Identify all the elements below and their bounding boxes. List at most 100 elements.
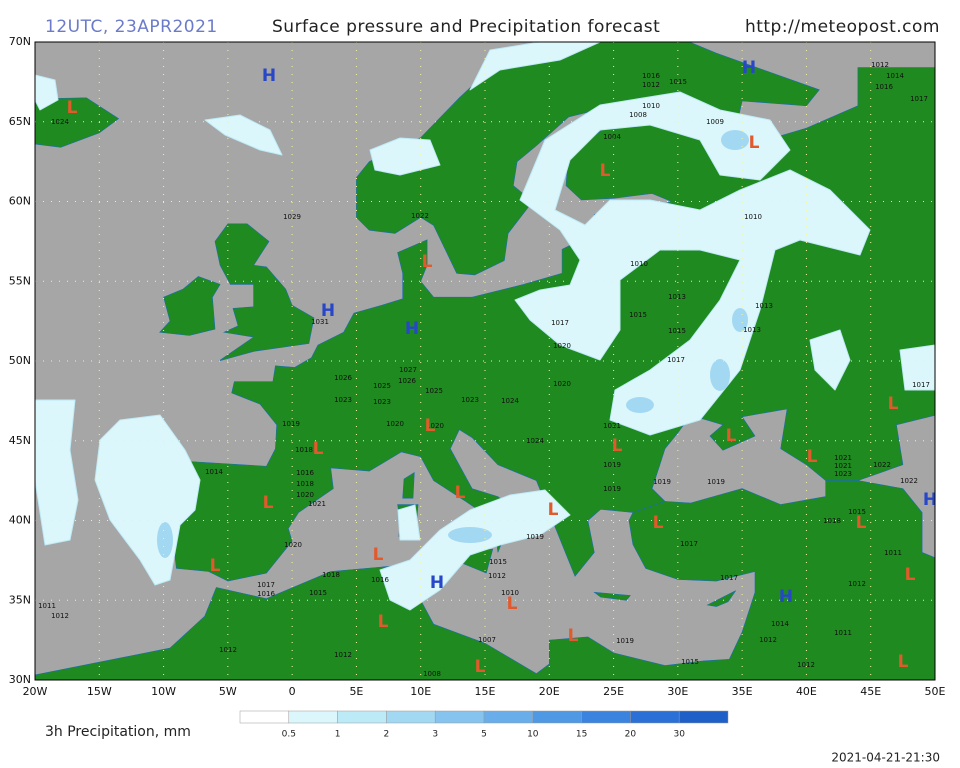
isobar-label: 1023: [334, 396, 352, 404]
pressure-center: L: [653, 513, 664, 533]
isobar-label: 1017: [720, 574, 738, 582]
pressure-center: L: [210, 556, 221, 576]
colorbar-label: 3: [432, 730, 438, 740]
isobar-label: 1016: [371, 576, 389, 584]
lat-label: 65N: [9, 115, 31, 128]
isobar-label: 1016: [257, 590, 275, 598]
isobar-label: 1012: [219, 646, 237, 654]
precip-core: [710, 359, 730, 391]
isobar-label: 1022: [900, 477, 918, 485]
precip-area: [369, 137, 441, 176]
lat-label: 30N: [9, 673, 31, 686]
precip-core: [448, 527, 492, 543]
land-corsica: [402, 472, 415, 499]
colorbar-label: 10: [527, 730, 539, 740]
pressure-center: H: [779, 587, 793, 607]
legend-title: 3h Precipitation, mm: [45, 724, 191, 740]
isobar-label: 1020: [386, 420, 404, 428]
colorbar-label: 30: [673, 730, 685, 740]
isobar-label: 1012: [797, 661, 815, 669]
colorbar-swatch: [288, 710, 338, 724]
colorbar-label: 1: [335, 730, 341, 740]
colorbar-swatch: [434, 710, 485, 724]
map-frame: [34, 41, 936, 681]
isobar-label: 1020: [553, 380, 571, 388]
colorbar-label: 15: [576, 730, 587, 740]
isobar-label: 1017: [257, 581, 275, 589]
pressure-center: L: [263, 493, 274, 513]
lon-label: 30E: [667, 685, 688, 698]
precip-core: [732, 308, 748, 332]
isobar-label: 1019: [603, 461, 621, 469]
pressure-center: L: [455, 483, 466, 503]
isobar-label: 1017: [912, 381, 930, 389]
isobar-label: 1021: [603, 422, 621, 430]
isobar-label: 1022: [873, 461, 891, 469]
pressure-center: H: [923, 490, 937, 510]
land-crete: [593, 591, 631, 601]
isobar-label: 1018: [296, 480, 314, 488]
isobar-label: 1014: [886, 72, 904, 80]
isobar-label: 1015: [668, 327, 686, 335]
isobar-label: 1012: [848, 580, 866, 588]
isobar-label: 1026: [398, 377, 416, 385]
isobar-label: 1010: [744, 213, 762, 221]
lat-label: 60N: [9, 195, 31, 208]
lon-label: 50E: [925, 685, 946, 698]
lon-label: 15E: [475, 685, 496, 698]
isobar-label: 1017: [680, 540, 698, 548]
pressure-center: L: [313, 439, 324, 459]
lat-label: 50N: [9, 354, 31, 367]
isobar-label: 1019: [653, 478, 671, 486]
isobar-label: 1025: [373, 382, 391, 390]
isobar-label: 1013: [668, 293, 686, 301]
forecast-time: 12UTC, 23APR2021: [45, 17, 218, 37]
isobar-label: 1015: [669, 78, 687, 86]
colorbar-swatch: [532, 710, 582, 724]
isobar-label: 1010: [501, 589, 519, 597]
isobar-label: 1020: [426, 422, 444, 430]
pressure-center: L: [507, 594, 518, 614]
isobar-label: 1015: [309, 589, 327, 597]
pressure-center: L: [422, 252, 433, 272]
lon-label: 40E: [796, 685, 817, 698]
lat-label: 35N: [9, 593, 31, 606]
isobar-label: 1019: [603, 485, 621, 493]
isobar-label: 1012: [51, 612, 69, 620]
isobar-label: 1010: [630, 260, 648, 268]
isobar-label: 1017: [910, 95, 928, 103]
lon-label: 20W: [23, 685, 48, 698]
land-iceland: [35, 97, 120, 148]
isobar-label: 1018: [322, 571, 340, 579]
isobar-label: 1015: [489, 558, 507, 566]
pressure-center: L: [888, 394, 899, 414]
precip-area: [204, 114, 283, 156]
pressure-center: L: [67, 98, 78, 118]
pressure-center: H: [405, 319, 419, 339]
lon-label: 20E: [539, 685, 560, 698]
pressure-center: L: [905, 565, 916, 585]
isobar-label: 1016: [642, 72, 660, 80]
lat-label: 40N: [9, 514, 31, 527]
isobar-label: 1017: [667, 356, 685, 364]
isobar-label: 1016: [296, 469, 314, 477]
precip-core: [721, 130, 749, 150]
isobar-label: 1015: [681, 658, 699, 666]
isobar-label: 1018: [295, 446, 313, 454]
pressure-center: L: [856, 513, 867, 533]
isobar-label: 1027: [399, 366, 417, 374]
isobar-label: 1012: [334, 651, 352, 659]
colorbar: 0.5 1 2 3 5 10 15 20 30: [239, 710, 729, 740]
colorbar-label: 0.5: [282, 730, 296, 740]
isobar-label: 1031: [311, 318, 329, 326]
isobar-label: 1015: [629, 311, 647, 319]
isobar-label: 1015: [848, 508, 866, 516]
lon-label: 15W: [87, 685, 112, 698]
isobar-label: 1011: [38, 602, 56, 610]
pressure-center: L: [749, 133, 760, 153]
isobar-label: 1029: [283, 213, 301, 221]
colorbar-label: 2: [384, 730, 390, 740]
lat-label: 45N: [9, 434, 31, 447]
lon-label: 35E: [732, 685, 753, 698]
pressure-center: H: [262, 66, 276, 86]
